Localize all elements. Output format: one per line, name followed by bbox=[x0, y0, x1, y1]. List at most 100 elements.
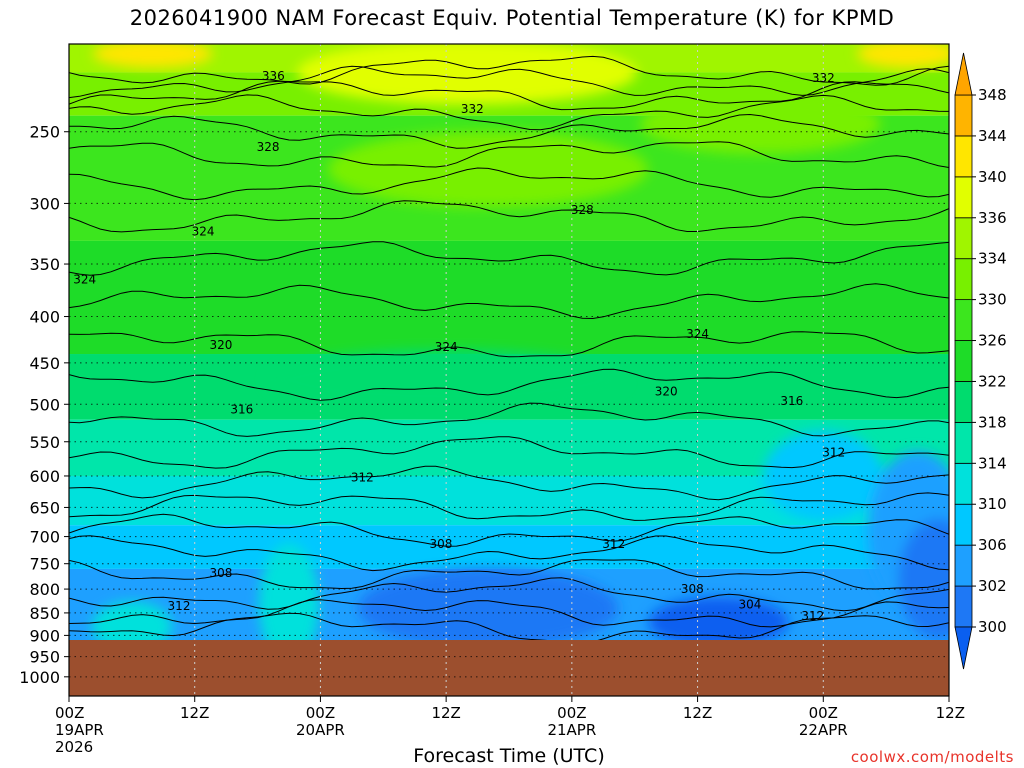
colorbar-label: 300 bbox=[978, 618, 1007, 636]
contour-line bbox=[69, 465, 949, 501]
colorbar-label: 340 bbox=[978, 168, 1007, 186]
contour-line bbox=[69, 65, 949, 99]
contour-line bbox=[69, 513, 949, 547]
colorbar-label: 336 bbox=[978, 209, 1007, 227]
terrain-below-surface bbox=[69, 640, 949, 696]
colorbar-segment bbox=[954, 462, 973, 505]
contour-line bbox=[69, 535, 949, 572]
contour-line bbox=[69, 167, 949, 201]
colorbar-label: 314 bbox=[978, 454, 1007, 472]
x-tick-label: 00Z bbox=[809, 704, 838, 722]
x-tick-label: 22APR bbox=[799, 721, 848, 739]
y-tick-label: 450 bbox=[29, 354, 60, 373]
contour-label: 312 bbox=[351, 470, 374, 484]
contour-label: 324 bbox=[73, 272, 96, 286]
contour-line bbox=[69, 402, 949, 437]
contour-line bbox=[69, 113, 949, 149]
y-tick-label: 300 bbox=[29, 194, 60, 213]
colorbar-label: 348 bbox=[978, 86, 1007, 104]
contour-label: 316 bbox=[780, 394, 803, 408]
contour-label: 312 bbox=[801, 609, 824, 623]
plot-frame bbox=[68, 43, 950, 697]
colorbar-segment bbox=[954, 381, 973, 423]
y-tick-label: 250 bbox=[29, 123, 60, 142]
x-tick-label: 00Z bbox=[557, 704, 586, 722]
colorbar-segment bbox=[954, 94, 973, 137]
x-tick-label: 12Z bbox=[683, 704, 712, 722]
colorbar-max-arrow bbox=[954, 52, 973, 96]
y-tick-label: 350 bbox=[29, 255, 60, 274]
colorbar-label: 302 bbox=[978, 577, 1007, 595]
contour-line bbox=[69, 200, 949, 233]
y-tick-label: 750 bbox=[29, 555, 60, 574]
contour-line bbox=[69, 94, 949, 131]
x-tick-label: 12Z bbox=[180, 704, 209, 722]
y-tick-label: 850 bbox=[29, 604, 60, 623]
contour-label: 332 bbox=[461, 102, 484, 116]
x-tick-label: 12Z bbox=[431, 704, 460, 722]
contour-line bbox=[69, 436, 949, 469]
colorbar-segment bbox=[954, 135, 973, 178]
colorbar-segment bbox=[954, 299, 973, 341]
colorbar-segment bbox=[954, 503, 973, 546]
source-credit: coolwx.com/modelts bbox=[850, 748, 1014, 766]
contour-labels: 336 332 332 328 328 324 324 324 324 320 320 316 316 3… bbox=[73, 69, 845, 623]
colorbar-label: 330 bbox=[978, 291, 1007, 309]
colorbar-label: 322 bbox=[978, 372, 1007, 390]
y-tick-label: 900 bbox=[29, 626, 60, 645]
x-axis-label: Forecast Time (UTC) bbox=[413, 745, 605, 767]
contour-label: 320 bbox=[209, 338, 232, 352]
colorbar-segment bbox=[954, 340, 973, 382]
contour-label: 304 bbox=[738, 597, 761, 611]
contour-label: 320 bbox=[655, 384, 678, 398]
y-axis-ticks: 250 300 350 400 450 500 550 600 650 700 750 800 850 9… bbox=[19, 123, 69, 687]
x-tick-label: 00Z bbox=[306, 704, 335, 722]
contour-label: 308 bbox=[681, 582, 704, 596]
y-tick-label: 600 bbox=[29, 467, 60, 486]
y-tick-label: 550 bbox=[29, 433, 60, 452]
contour-line bbox=[69, 141, 949, 169]
x-tick-label: 20APR bbox=[296, 721, 345, 739]
colorbar-label: 326 bbox=[978, 332, 1007, 350]
colorbar-segment bbox=[954, 258, 973, 301]
contour-label: 336 bbox=[262, 69, 285, 83]
contour-line bbox=[69, 559, 949, 590]
y-tick-label: 500 bbox=[29, 395, 60, 414]
colorbar-min-arrow bbox=[954, 626, 973, 670]
plot-area: 336 332 332 328 328 324 324 324 324 320 320 316 316 3… bbox=[69, 44, 949, 696]
x-tick-label: 2026 bbox=[55, 738, 93, 756]
contour-line bbox=[69, 577, 949, 612]
y-tick-label: 650 bbox=[29, 498, 60, 517]
colorbar-label: 344 bbox=[978, 127, 1007, 145]
contour-label: 324 bbox=[435, 340, 458, 354]
colorbar: 300 302 306 310 314 318 322 326 330 334 336 340 344 3… bbox=[954, 52, 1007, 670]
chart-title: 2026041900 NAM Forecast Equiv. Potential… bbox=[129, 6, 895, 30]
colorbar-label: 306 bbox=[978, 536, 1007, 554]
contour-line bbox=[69, 599, 949, 628]
contour-label: 312 bbox=[168, 599, 191, 613]
colorbar-label: 318 bbox=[978, 413, 1007, 431]
theta-e-field bbox=[69, 44, 949, 696]
colorbar-segment bbox=[954, 544, 973, 587]
contour-line bbox=[69, 80, 949, 111]
contour-label: 324 bbox=[192, 224, 215, 238]
contour-label: 312 bbox=[602, 537, 625, 551]
colorbar-segment bbox=[954, 217, 973, 260]
contour-label: 308 bbox=[429, 537, 452, 551]
contour-line bbox=[69, 283, 949, 320]
contour-lines bbox=[69, 55, 949, 644]
contour-line bbox=[69, 55, 949, 86]
contour-line bbox=[69, 331, 949, 358]
colorbar-segment bbox=[954, 176, 973, 219]
y-tick-label: 400 bbox=[29, 308, 60, 327]
colorbar-label: 334 bbox=[978, 250, 1007, 268]
contour-label: 308 bbox=[209, 566, 232, 580]
y-tick-label: 800 bbox=[29, 580, 60, 599]
colorbar-segment bbox=[954, 421, 973, 464]
contour-line bbox=[69, 368, 949, 401]
y-tick-label: 950 bbox=[29, 648, 60, 667]
contour-label: 316 bbox=[230, 403, 253, 417]
grid-lines bbox=[69, 44, 949, 696]
